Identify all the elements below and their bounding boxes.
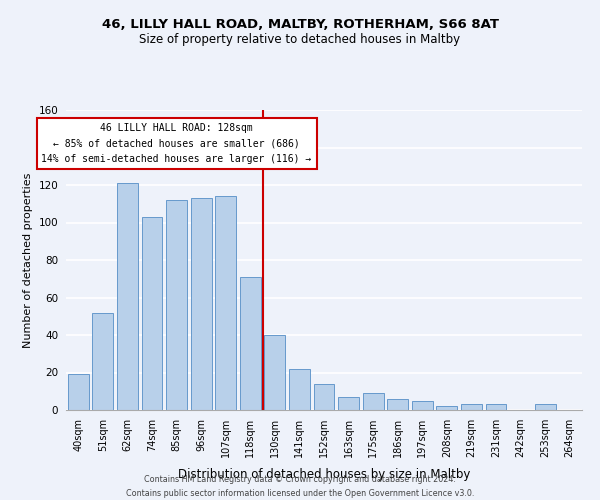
Bar	[215, 196, 236, 410]
Bar	[92, 312, 113, 410]
Bar	[485, 404, 506, 410]
X-axis label: Distribution of detached houses by size in Maltby: Distribution of detached houses by size …	[178, 468, 470, 481]
Bar	[68, 374, 89, 410]
Text: 46, LILLY HALL ROAD, MALTBY, ROTHERHAM, S66 8AT: 46, LILLY HALL ROAD, MALTBY, ROTHERHAM, …	[101, 18, 499, 30]
Bar	[362, 393, 383, 410]
Text: Contains HM Land Registry data © Crown copyright and database right 2024.
Contai: Contains HM Land Registry data © Crown c…	[126, 476, 474, 498]
Bar	[412, 400, 433, 410]
Bar	[461, 404, 482, 410]
Bar	[240, 277, 261, 410]
Text: 46 LILLY HALL ROAD: 128sqm
← 85% of detached houses are smaller (686)
14% of sem: 46 LILLY HALL ROAD: 128sqm ← 85% of deta…	[41, 123, 311, 164]
Y-axis label: Number of detached properties: Number of detached properties	[23, 172, 33, 348]
Bar	[166, 200, 187, 410]
Bar	[338, 397, 359, 410]
Bar	[117, 183, 138, 410]
Bar	[436, 406, 457, 410]
Bar	[535, 404, 556, 410]
Bar	[191, 198, 212, 410]
Text: Size of property relative to detached houses in Maltby: Size of property relative to detached ho…	[139, 32, 461, 46]
Bar	[387, 399, 408, 410]
Bar	[289, 369, 310, 410]
Bar	[265, 335, 286, 410]
Bar	[142, 217, 163, 410]
Bar	[314, 384, 334, 410]
